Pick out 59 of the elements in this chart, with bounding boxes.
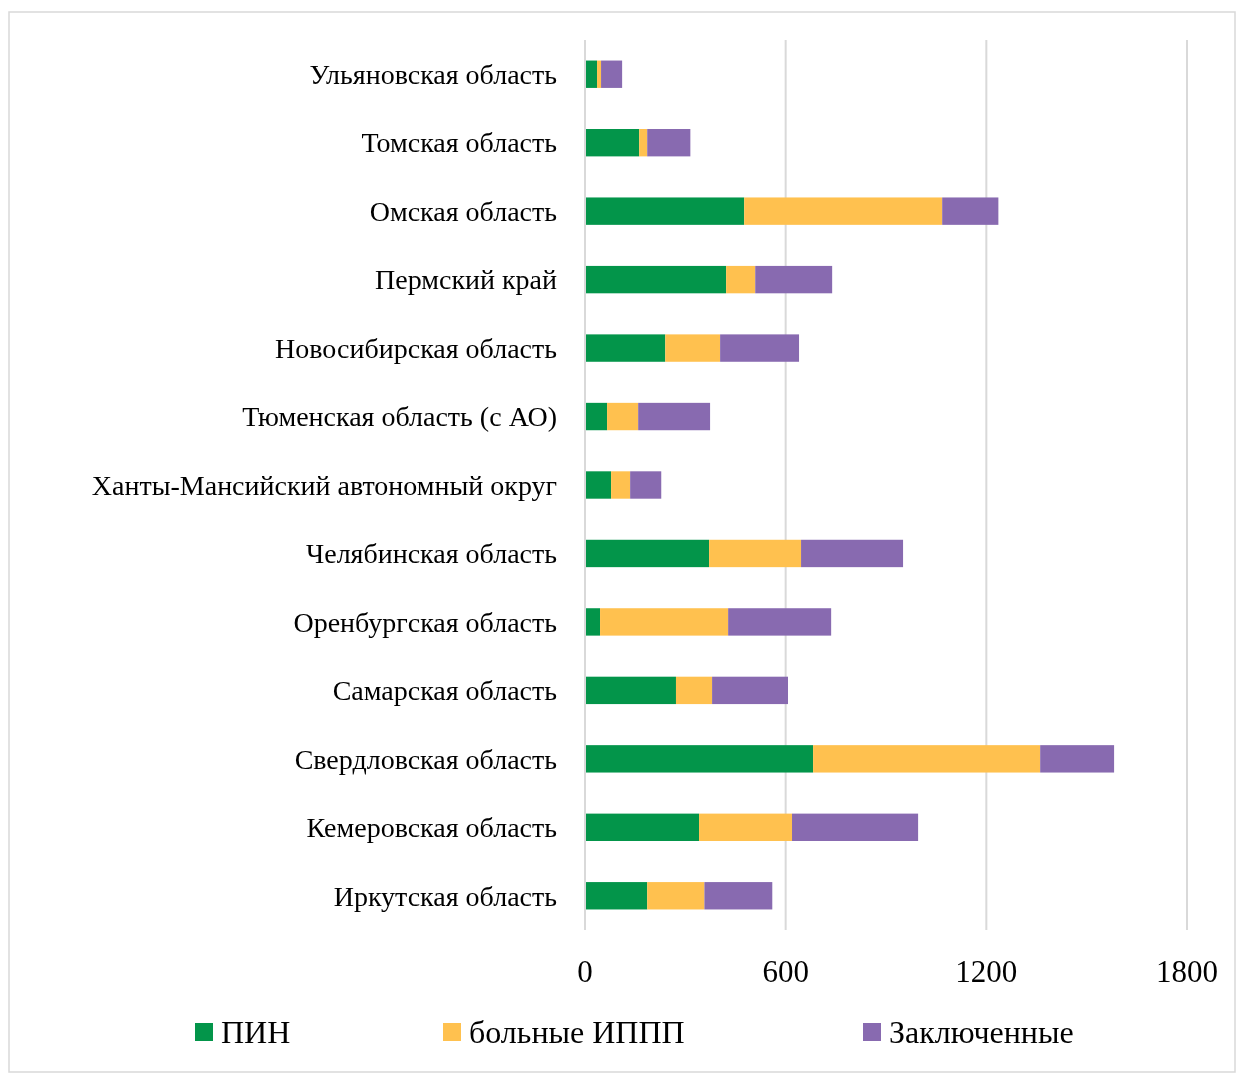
y-tick-label: Омская область <box>369 195 557 227</box>
y-tick-label: Иркутская область <box>333 880 557 912</box>
bar <box>585 197 745 225</box>
legend-label: ПИН <box>221 1014 291 1051</box>
bar <box>638 402 711 431</box>
y-tick-label: Ульяновская область <box>309 59 557 91</box>
bar <box>720 334 800 362</box>
bar <box>585 676 676 705</box>
y-tick-label: Оренбургская область <box>293 606 557 638</box>
bar <box>647 882 705 910</box>
y-tick-label: Пермский край <box>375 264 558 296</box>
y-tick-label: Новосибирская область <box>275 332 557 364</box>
x-tick-label: 1200 <box>955 954 1018 989</box>
bar <box>585 60 598 88</box>
bar <box>585 539 710 568</box>
y-tick-label: Свердловская область <box>294 743 557 775</box>
bar <box>585 402 608 431</box>
x-tick-label: 1800 <box>1156 954 1218 989</box>
bar <box>726 265 756 294</box>
bar <box>704 882 773 910</box>
bar <box>611 471 631 499</box>
bar <box>755 265 833 294</box>
y-tick-label: Кемеровская область <box>306 812 557 844</box>
bar <box>665 334 721 362</box>
bar <box>792 813 919 841</box>
bar <box>601 60 623 88</box>
bar <box>600 608 729 636</box>
bar <box>585 471 612 499</box>
y-tick-label: Томская область <box>361 127 557 159</box>
bar <box>630 471 662 499</box>
bar <box>699 813 793 841</box>
bar <box>709 539 802 568</box>
bar <box>585 882 648 910</box>
bar <box>585 813 700 841</box>
bar <box>607 402 639 431</box>
y-tick-label: Тюменская область (с АО) <box>242 401 557 433</box>
bar <box>585 608 601 636</box>
y-tick-label: Ханты-Мансийский автономный округ <box>91 469 557 501</box>
bar <box>801 539 904 568</box>
bar <box>813 745 1041 773</box>
bar <box>647 129 691 157</box>
bar <box>585 334 666 362</box>
bar <box>1040 745 1115 773</box>
y-tick-label: Самарская область <box>332 675 557 707</box>
y-tick-label: Челябинская область <box>306 538 557 570</box>
legend-label: больные ИППП <box>469 1014 685 1051</box>
legend-label: Заключенные <box>889 1014 1074 1051</box>
bar <box>639 129 648 157</box>
x-tick-label: 0 <box>577 954 593 989</box>
bar <box>585 265 727 294</box>
bar <box>728 608 832 636</box>
bar <box>712 676 789 705</box>
bar <box>675 676 713 705</box>
bar <box>585 745 814 773</box>
x-tick-label: 600 <box>762 954 809 989</box>
bar <box>585 129 640 157</box>
bar <box>942 197 999 225</box>
bar <box>744 197 943 225</box>
bar <box>597 60 602 88</box>
